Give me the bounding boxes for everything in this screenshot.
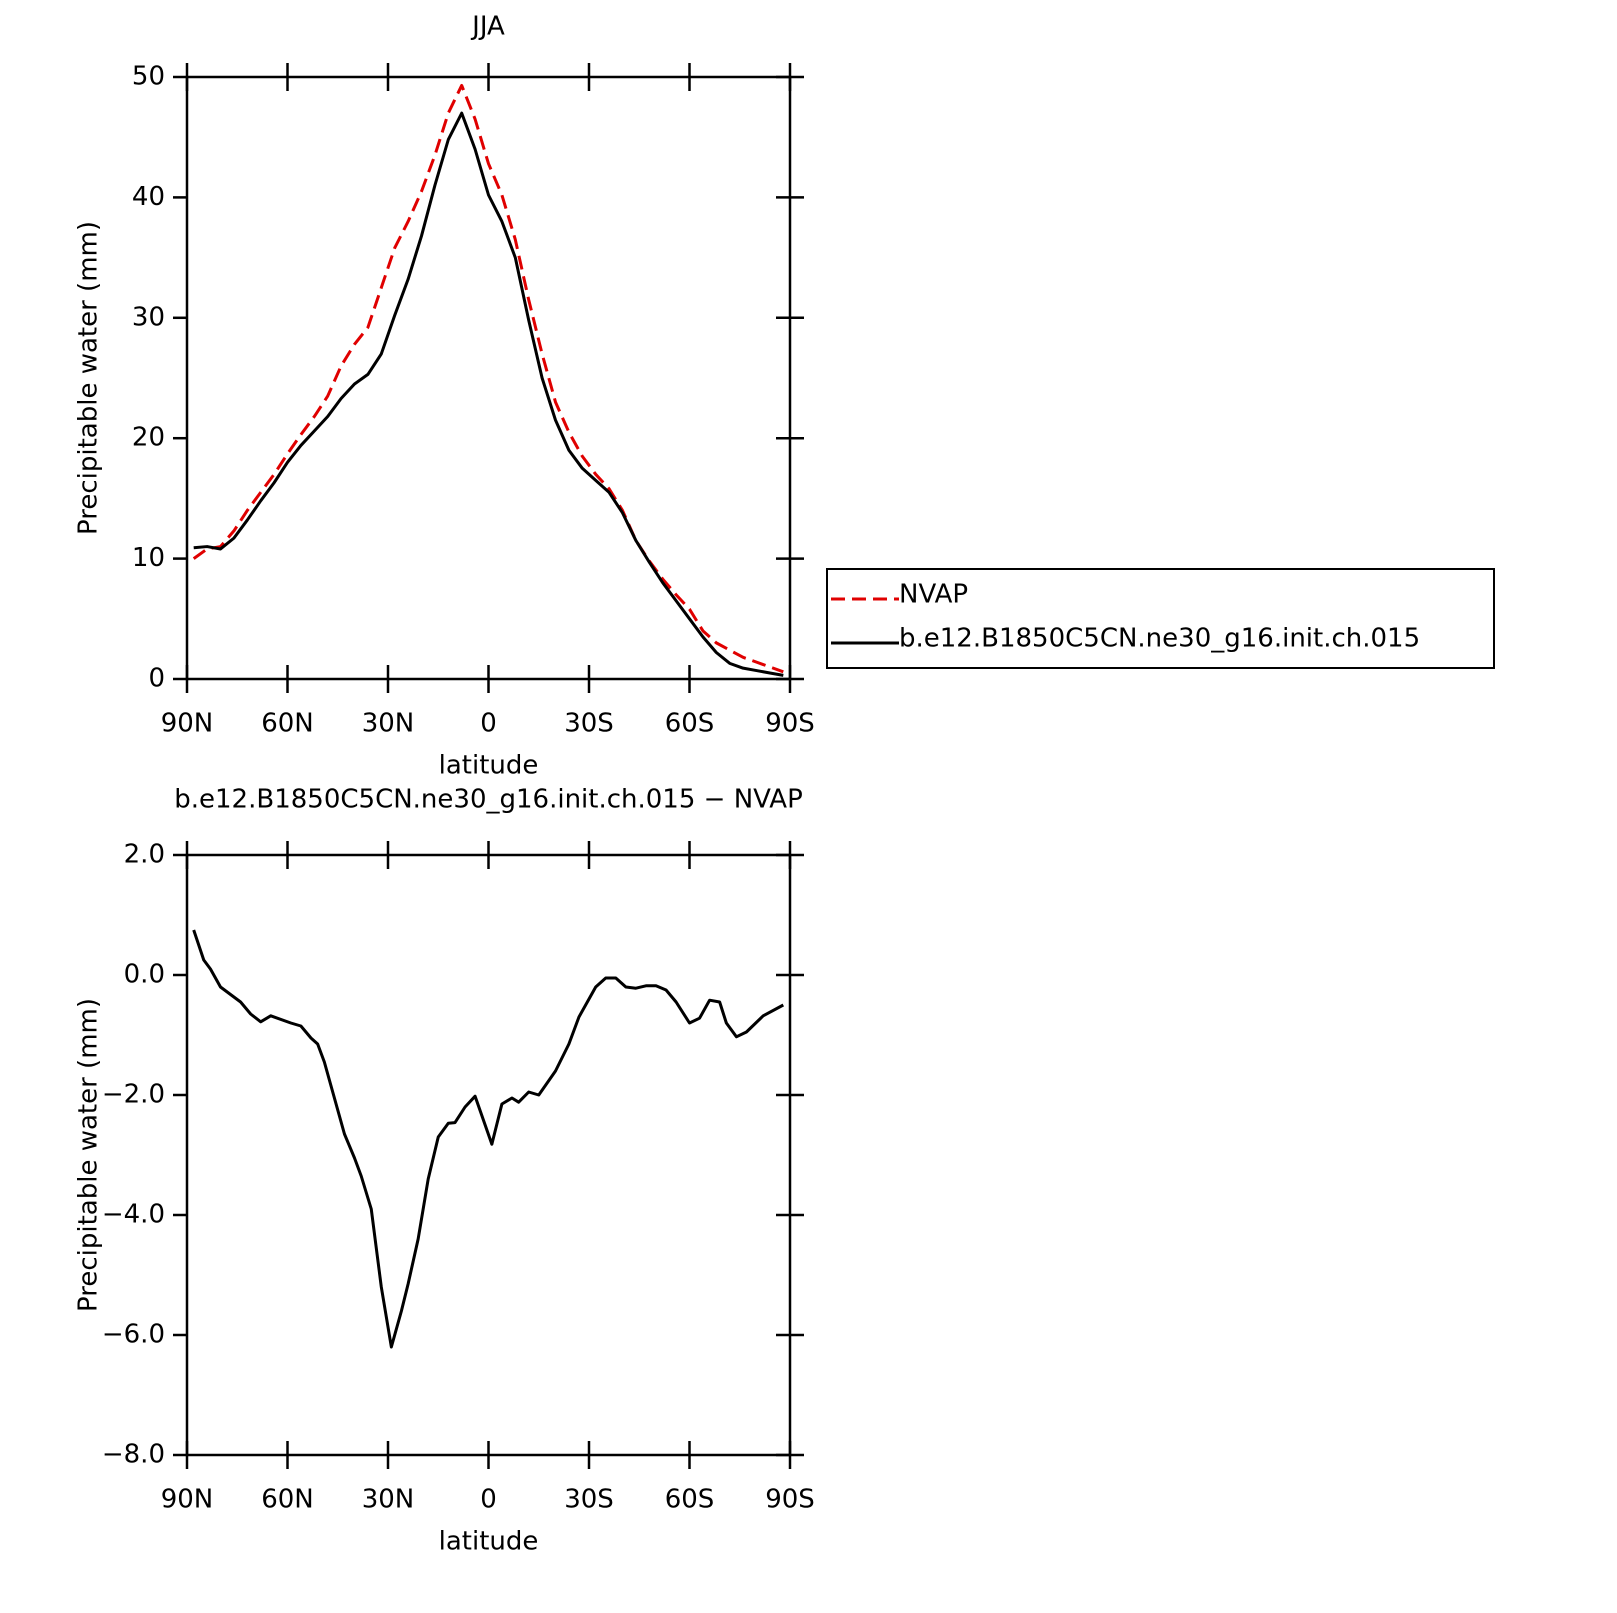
y-tick-label: 20 bbox=[132, 423, 165, 453]
y-axis-label: Precipitable water (mm) bbox=[74, 221, 104, 535]
data-line bbox=[192, 929, 785, 1349]
y-tick-label: −8.0 bbox=[102, 1440, 165, 1470]
x-tick-label: 90S bbox=[765, 1485, 815, 1515]
x-tick-label: 60N bbox=[261, 1485, 314, 1515]
x-tick-label: 0 bbox=[480, 1485, 497, 1515]
x-tick-label: 90S bbox=[765, 709, 815, 739]
legend-label: NVAP bbox=[899, 580, 968, 610]
chart-title: JJA bbox=[470, 12, 505, 42]
x-axis-label: latitude bbox=[439, 1527, 539, 1557]
legend-box bbox=[826, 568, 1495, 669]
x-tick-label: 30N bbox=[362, 1485, 415, 1515]
x-tick-label: 60S bbox=[665, 709, 715, 739]
data-line bbox=[192, 83, 784, 674]
x-tick-label: 60N bbox=[261, 709, 314, 739]
plot-frame bbox=[185, 853, 792, 1457]
y-axis-label: Precipitable water (mm) bbox=[74, 998, 104, 1312]
x-axis-label: latitude bbox=[439, 751, 539, 781]
x-tick-label: 30S bbox=[564, 709, 614, 739]
y-tick-label: 10 bbox=[132, 543, 165, 573]
x-tick-label: 90N bbox=[161, 709, 214, 739]
x-tick-label: 90N bbox=[161, 1485, 214, 1515]
x-tick-label: 30S bbox=[564, 1485, 614, 1515]
x-tick-label: 30N bbox=[362, 709, 415, 739]
x-tick-label: 60S bbox=[665, 1485, 715, 1515]
x-tick-label: 0 bbox=[480, 709, 497, 739]
chart-title: b.e12.B1850C5CN.ne30_g16.init.ch.015 − N… bbox=[174, 785, 803, 815]
y-tick-label: 2.0 bbox=[124, 840, 165, 870]
y-tick-label: −4.0 bbox=[102, 1200, 165, 1230]
y-tick-label: 0 bbox=[148, 664, 165, 694]
y-tick-label: 40 bbox=[132, 182, 165, 212]
y-tick-label: 30 bbox=[132, 302, 165, 332]
legend-label: b.e12.B1850C5CN.ne30_g16.init.ch.015 bbox=[899, 624, 1420, 654]
y-tick-label: −6.0 bbox=[102, 1320, 165, 1350]
y-tick-label: −2.0 bbox=[102, 1080, 165, 1110]
data-line bbox=[193, 111, 784, 677]
y-tick-label: 0.0 bbox=[124, 960, 165, 990]
y-tick-label: 50 bbox=[132, 62, 165, 92]
